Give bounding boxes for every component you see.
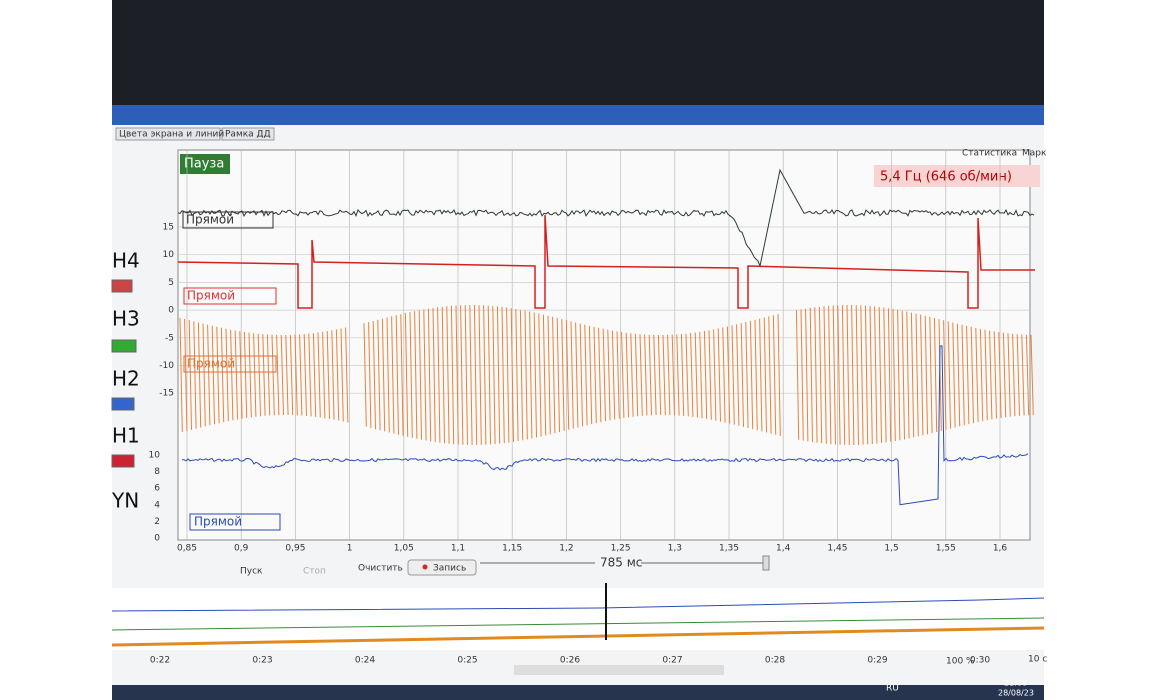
record-dot: [422, 564, 428, 570]
overview-trace: [111, 597, 1045, 612]
waveform: [177, 168, 1035, 268]
x-tick-label: 1,45: [827, 544, 847, 554]
y-tick-label: 5: [168, 278, 174, 288]
x-tick-label: 1,1: [451, 544, 465, 554]
channel-name: H3: [112, 307, 140, 331]
x-tick-label: 1,3: [668, 544, 682, 554]
channel-name: H4: [112, 249, 140, 273]
color-swatch[interactable]: [111, 454, 135, 468]
timeline-label: 0:29: [867, 656, 887, 666]
y-tick-label: -10: [159, 361, 174, 371]
waveforms: [177, 168, 1035, 506]
button[interactable]: Запись: [433, 564, 466, 574]
timeline-label: 0:28: [765, 656, 785, 666]
timeline-label: 0:27: [662, 656, 682, 666]
y-tick-label: 6: [154, 484, 160, 494]
title-bar: [112, 105, 1044, 125]
scrollbar[interactable]: [514, 665, 724, 675]
channel-name: H2: [112, 367, 140, 391]
x-tick-label: 1,15: [502, 544, 522, 554]
channel-name: H1: [112, 424, 140, 448]
x-tick-label: 1,05: [394, 544, 414, 554]
frequency-box: [874, 165, 1040, 187]
x-tick-label: 1,35: [719, 544, 739, 554]
x-tick-label: 1,5: [884, 544, 898, 554]
pause-badge: [180, 154, 230, 174]
overview-trace: [111, 617, 1045, 631]
slider-label-bg: [595, 556, 641, 570]
y-tick-label: 0: [154, 534, 160, 544]
timeline-label: 0:22: [150, 656, 170, 666]
waveform: [182, 345, 1029, 506]
y-tick-label: 4: [154, 500, 160, 510]
y-tick-label: -5: [165, 333, 174, 343]
y-tick-label: 10: [149, 451, 161, 461]
mode-box: [182, 211, 274, 229]
slider-thumb[interactable]: [762, 555, 770, 571]
x-tick-label: 1: [347, 544, 353, 554]
tab[interactable]: [221, 127, 275, 141]
timeline-label: 0:24: [355, 656, 375, 666]
x-tick-label: 1,55: [936, 544, 956, 554]
color-swatch[interactable]: [111, 279, 133, 293]
tab-label[interactable]: Цвета экрана и линий: [119, 130, 224, 140]
clock: 21:08: [1004, 679, 1027, 688]
record-button[interactable]: [407, 559, 477, 576]
span: 10 с: [1028, 655, 1047, 665]
tab-label[interactable]: Рамка ДД: [225, 130, 271, 140]
channel-name: YN: [111, 489, 139, 513]
x-tick-label: 1,25: [611, 544, 631, 554]
taskbar: [112, 685, 1044, 700]
x-tick-label: 0,9: [234, 544, 249, 554]
x-tick-label: 0,95: [285, 544, 305, 554]
window-length: 785 мс: [600, 556, 642, 570]
mode-label: Прямой: [194, 515, 242, 529]
mode-box: [183, 355, 277, 373]
waveform: [177, 214, 1035, 309]
overview: [112, 588, 1044, 650]
waveform: [179, 304, 1034, 446]
x-tick-label: 1,2: [559, 544, 573, 554]
menu-item[interactable]: Марк: [1022, 149, 1047, 159]
timeline-label: 0:23: [252, 656, 272, 666]
date: 28/08/23: [998, 689, 1034, 698]
overview-trace: [111, 626, 1045, 647]
timeline-label: 0:26: [560, 656, 580, 666]
x-tick-label: 1,4: [776, 544, 791, 554]
button[interactable]: Пуск: [240, 567, 263, 577]
monitor-bezel: [112, 0, 1044, 110]
color-swatch[interactable]: [111, 397, 135, 411]
x-tick-label: 1,6: [993, 544, 1008, 554]
y-tick-label: -15: [159, 389, 174, 399]
y-tick-label: 2: [154, 517, 160, 527]
pause-text: Пауза: [184, 157, 224, 172]
language: RU: [886, 684, 899, 694]
button[interactable]: Очистить: [358, 564, 403, 574]
y-tick-label: 10: [163, 250, 175, 260]
x-tick-label: 0,85: [177, 544, 197, 554]
mode-label: Прямой: [187, 357, 235, 371]
mode-box: [189, 513, 281, 531]
mode-label: Прямой: [186, 213, 234, 227]
mode-label: Прямой: [187, 289, 235, 303]
tab[interactable]: [115, 127, 221, 141]
timeline-label: 0:25: [457, 656, 477, 666]
y-tick-label: 8: [154, 467, 160, 477]
y-tick-label: 0: [168, 306, 174, 316]
button[interactable]: Стоп: [303, 567, 326, 577]
timeline-label: 0:30: [970, 656, 990, 666]
menu-item[interactable]: Статистика: [962, 149, 1017, 159]
zoom: 100 %: [946, 657, 975, 667]
mode-box: [183, 287, 277, 305]
color-swatch[interactable]: [111, 339, 137, 353]
y-tick-label: 15: [163, 223, 174, 233]
